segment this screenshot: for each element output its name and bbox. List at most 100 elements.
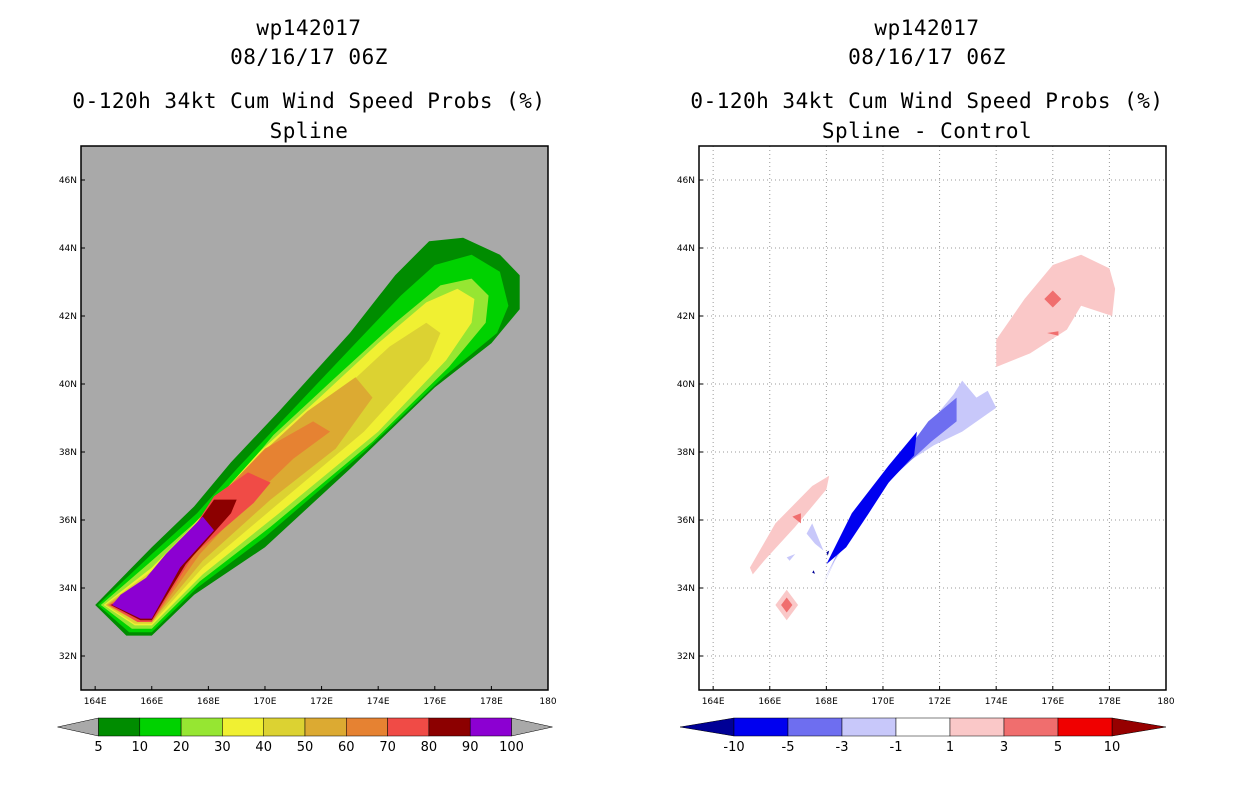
y-tick-label: 46N xyxy=(59,176,77,186)
colorbar-swatch xyxy=(469,717,512,737)
axis-ticks: 164E 166E 168E 170E 172E 174E 176E 178E 180 32N 34… xyxy=(677,176,1175,707)
colorbar-label: 1 xyxy=(946,740,954,755)
colorbar-swatch xyxy=(733,717,789,737)
y-tick-label: 38N xyxy=(59,448,77,458)
y-tick-label: 36N xyxy=(59,516,77,526)
x-tick-label: 168E xyxy=(815,697,838,707)
contour-level-3 xyxy=(792,513,801,524)
contour-level-3 xyxy=(781,597,793,613)
colorbar-swatch xyxy=(949,717,1005,737)
colorbar-label: 10 xyxy=(1104,740,1121,755)
colorbar-label: 20 xyxy=(173,740,190,755)
contour-fills xyxy=(95,237,520,636)
colorbar-label: 60 xyxy=(338,740,355,755)
contour-level-minus3 xyxy=(823,397,957,582)
colorbar-label: 3 xyxy=(1000,740,1008,755)
plot-frame xyxy=(80,145,549,691)
contour-level-1 xyxy=(749,475,830,575)
colorbar-label: 5 xyxy=(94,740,102,755)
left-chart: 164E 166E 168E 170E 172E 174E 176E 178E 180 32N 34… xyxy=(57,145,557,755)
colorbar-swatch xyxy=(787,717,843,737)
colorbar-label: 70 xyxy=(379,740,396,755)
y-tick-label: 40N xyxy=(677,380,695,390)
colorbar-swatch xyxy=(139,717,182,737)
x-tick-label: 172E xyxy=(928,697,951,707)
colorbar-label: -10 xyxy=(723,740,744,755)
y-tick-label: 36N xyxy=(677,516,695,526)
y-tick-label: 44N xyxy=(677,244,695,254)
contour-level-90 xyxy=(112,516,214,619)
x-tick-label: 174E xyxy=(985,697,1008,707)
colorbar-label: 5 xyxy=(1054,740,1062,755)
y-tick-label: 32N xyxy=(677,652,695,662)
colorbar-swatch xyxy=(428,717,471,737)
right-title-date: 08/16/17 06Z xyxy=(848,45,1006,69)
contour-level-3 xyxy=(1044,290,1062,308)
contour-level-minus1 xyxy=(786,554,796,561)
left-title-storm: wp142017 xyxy=(256,16,362,40)
y-tick-label: 42N xyxy=(59,312,77,322)
colorbar-swatch xyxy=(263,717,306,737)
x-tick-label: 164E xyxy=(84,697,107,707)
y-tick-label: 44N xyxy=(59,244,77,254)
x-tick-label: 180 xyxy=(1157,697,1174,707)
colorbar-label: 50 xyxy=(297,740,314,755)
x-tick-label: 170E xyxy=(254,697,277,707)
colorbar-swatch xyxy=(387,717,430,737)
colorbar-swatch xyxy=(841,717,897,737)
colorbar-under-arrow xyxy=(679,717,735,737)
y-tick-label: 46N xyxy=(677,176,695,186)
colorbar-over-arrow xyxy=(1111,717,1167,737)
plot-frame xyxy=(698,145,1167,691)
colorbar-label: -5 xyxy=(782,740,795,755)
y-tick-label: 34N xyxy=(59,584,77,594)
colorbar-over-arrow xyxy=(511,717,553,737)
contour-fills xyxy=(749,254,1116,621)
y-tick-label: 38N xyxy=(677,448,695,458)
colorbar-swatch xyxy=(1003,717,1059,737)
x-tick-label: 168E xyxy=(197,697,220,707)
colorbar-swatch xyxy=(895,717,951,737)
x-tick-label: 176E xyxy=(423,697,446,707)
colorbar-label: -3 xyxy=(836,740,849,755)
x-tick-label: 178E xyxy=(480,697,503,707)
x-tick-label: 180 xyxy=(539,697,556,707)
x-tick-label: 178E xyxy=(1098,697,1121,707)
colorbar: -10 -5 -3 -1 1 3 5 10 xyxy=(679,717,1167,755)
x-tick-label: 172E xyxy=(310,697,333,707)
y-tick-label: 32N xyxy=(59,652,77,662)
colorbar-label: 90 xyxy=(462,740,479,755)
contour-level-minus1 xyxy=(806,523,824,551)
axis-ticks: 164E 166E 168E 170E 172E 174E 176E 178E 180 32N 34… xyxy=(59,176,557,707)
contour-level-minus10 xyxy=(826,550,830,556)
x-tick-label: 170E xyxy=(872,697,895,707)
colorbar-label: 30 xyxy=(214,740,231,755)
colorbar-label: 100 xyxy=(499,740,524,755)
colorbar-swatch xyxy=(1057,717,1113,737)
contour-level-minus10 xyxy=(812,570,815,574)
contour-level-3 xyxy=(1047,331,1059,336)
left-title-date: 08/16/17 06Z xyxy=(230,45,388,69)
colorbar-under-arrow xyxy=(57,717,99,737)
colorbar-swatch xyxy=(304,717,347,737)
x-tick-label: 166E xyxy=(140,697,163,707)
right-title-storm: wp142017 xyxy=(874,16,980,40)
colorbar-swatch xyxy=(346,717,388,737)
colorbar-label: 10 xyxy=(132,740,149,755)
x-tick-label: 164E xyxy=(702,697,725,707)
right-panel: wp142017 08/16/17 06Z 0-120h 34kt Cum Wi… xyxy=(618,0,1236,800)
colorbar-swatch xyxy=(98,717,141,737)
y-tick-label: 34N xyxy=(677,584,695,594)
left-title-product: 0-120h 34kt Cum Wind Speed Probs (%) xyxy=(72,89,546,113)
colorbar-label: 40 xyxy=(255,740,272,755)
left-title-subtitle: Spline xyxy=(269,119,349,143)
right-title-product: 0-120h 34kt Cum Wind Speed Probs (%) xyxy=(690,89,1164,113)
y-tick-label: 40N xyxy=(59,380,77,390)
right-chart: 164E 166E 168E 170E 172E 174E 176E 178E 18032N34… xyxy=(677,145,1175,755)
contour-level-minus1 xyxy=(820,380,997,592)
colorbar: 5 10 20 30 40 50 60 70 80 90 100 xyxy=(57,717,553,755)
colorbar-swatch xyxy=(222,717,264,737)
x-tick-label: 174E xyxy=(367,697,390,707)
colorbar-label: 80 xyxy=(421,740,438,755)
contour-level-1 xyxy=(996,254,1116,367)
